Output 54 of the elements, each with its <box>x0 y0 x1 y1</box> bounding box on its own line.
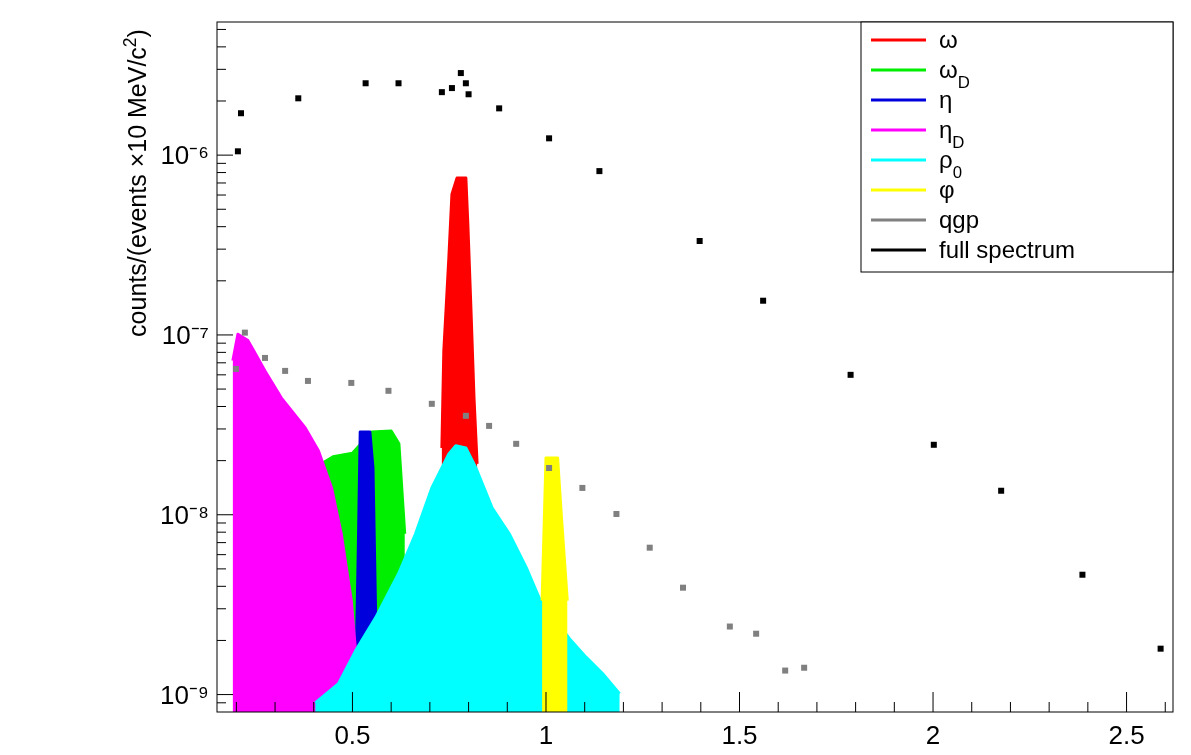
point <box>930 441 937 448</box>
point <box>438 89 445 96</box>
point <box>428 400 435 407</box>
point <box>782 667 789 674</box>
y-tick-label: 10⁻⁶ <box>160 140 209 171</box>
legend-label: ω <box>939 26 958 54</box>
point <box>295 95 302 102</box>
point <box>801 664 808 671</box>
point <box>362 80 369 87</box>
point <box>613 510 620 517</box>
point <box>232 365 239 372</box>
point <box>513 440 520 447</box>
x-tick-label: 0.5 <box>334 720 371 750</box>
point <box>646 544 653 551</box>
point <box>238 110 244 117</box>
x-tick-label: 1 <box>538 720 554 750</box>
point <box>696 238 703 244</box>
point <box>241 329 248 336</box>
y-tick-label: 10⁻⁷ <box>161 320 209 351</box>
point <box>261 354 268 361</box>
point <box>304 377 311 384</box>
x-tick-label: 2.5 <box>1108 720 1145 750</box>
point <box>348 379 355 386</box>
legend-label: qgp <box>939 206 980 234</box>
point <box>546 135 553 142</box>
point <box>579 484 586 491</box>
point <box>457 70 464 77</box>
point <box>847 371 854 378</box>
point <box>465 91 472 98</box>
y-tick-label: 10⁻⁹ <box>159 679 209 710</box>
point <box>680 584 686 591</box>
point <box>1157 645 1164 652</box>
point <box>282 367 289 374</box>
legend-label: full spectrum <box>939 236 1076 264</box>
x-tick-label: 2 <box>925 720 941 750</box>
y-tick-label: 10⁻⁸ <box>160 499 209 530</box>
point <box>496 105 503 112</box>
point <box>596 168 603 175</box>
point <box>462 412 469 419</box>
point <box>726 623 733 630</box>
point <box>753 630 760 637</box>
point <box>760 297 767 304</box>
point <box>546 464 553 471</box>
legend-label: η$_{D}$ <box>939 116 965 152</box>
legend-label: φ <box>939 176 955 204</box>
point <box>462 80 469 87</box>
point <box>234 148 241 155</box>
point <box>385 387 392 394</box>
point <box>486 422 493 429</box>
point <box>395 80 402 87</box>
point <box>998 487 1005 494</box>
x-tick-label: 1.5 <box>721 720 758 750</box>
point <box>1079 571 1086 578</box>
point <box>448 85 455 92</box>
